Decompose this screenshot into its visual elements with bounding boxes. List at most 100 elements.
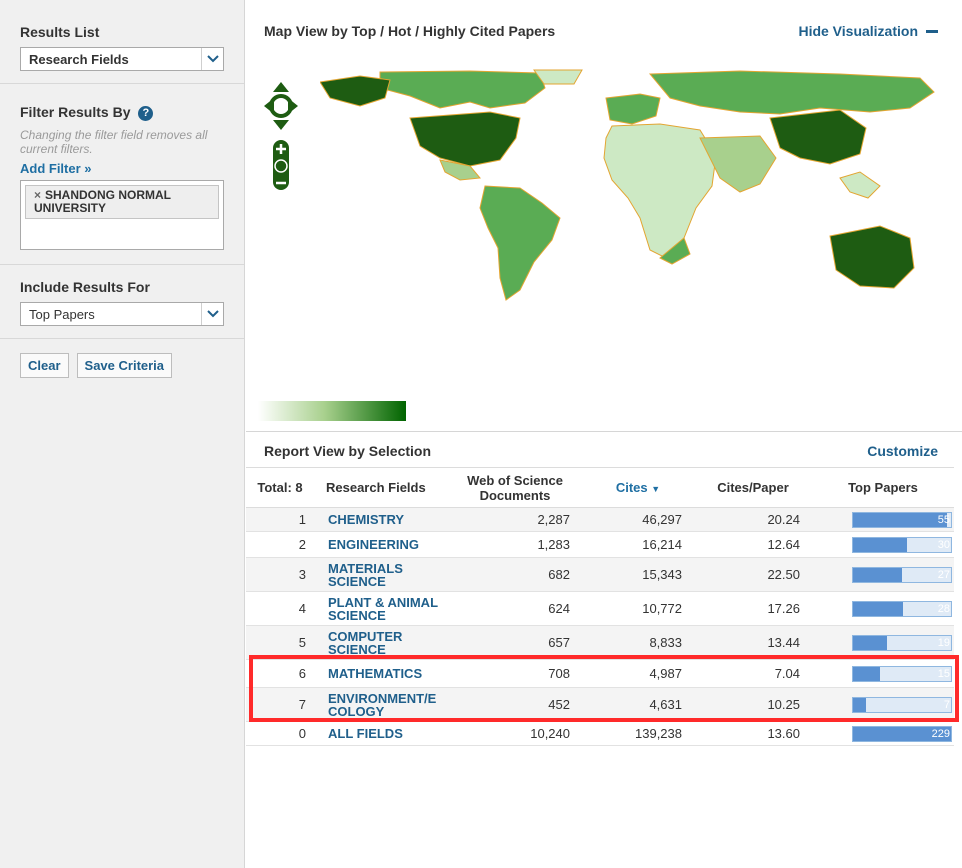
- row-cpp: 22.50: [694, 557, 812, 592]
- row-rank: 1: [246, 507, 314, 532]
- table-row: 6 MATHEMATICS 708 4,987 7.04 15: [246, 659, 954, 688]
- hide-visualization-link[interactable]: Hide Visualization: [798, 23, 938, 39]
- row-top-papers: 229: [812, 721, 954, 746]
- help-icon[interactable]: ?: [138, 105, 154, 121]
- row-cpp: 13.60: [694, 721, 812, 746]
- row-field-link[interactable]: ENVIRONMENT/E COLOGY: [314, 687, 448, 722]
- top-papers-value: 30: [937, 538, 950, 551]
- field-header[interactable]: Research Fields: [314, 467, 448, 508]
- table-header-row: Total: 8 Research Fields Web of Science …: [246, 467, 954, 508]
- row-top-papers: 27: [812, 557, 954, 592]
- table-row: 2 ENGINEERING 1,283 16,214 12.64 30: [246, 531, 954, 558]
- row-rank: 7: [246, 687, 314, 722]
- row-field-link[interactable]: ENGINEERING: [314, 531, 448, 558]
- section-divider: [246, 431, 962, 432]
- top-papers-bar-fill: [853, 726, 951, 741]
- row-field-link[interactable]: ALL FIELDS: [314, 721, 448, 746]
- row-cpp: 10.25: [694, 687, 812, 722]
- top-papers-bar: 19: [852, 634, 952, 651]
- row-docs: 657: [448, 625, 582, 660]
- table-row: 5 COMPUTER SCIENCE 657 8,833 13.44 19: [246, 625, 954, 660]
- include-results-select[interactable]: Top Papers: [20, 301, 224, 326]
- results-list-select[interactable]: Research Fields: [20, 47, 224, 71]
- top-papers-bar: 15: [852, 665, 952, 682]
- table-row: 4 PLANT & ANIMAL SCIENCE 624 10,772 17.2…: [246, 591, 954, 626]
- row-field-link[interactable]: COMPUTER SCIENCE: [314, 625, 448, 660]
- row-docs: 708: [448, 659, 582, 688]
- row-top-papers: 15: [812, 659, 954, 688]
- top-papers-bar-fill: [853, 697, 866, 712]
- remove-filter-icon[interactable]: ×: [34, 187, 42, 202]
- row-cpp: 12.64: [694, 531, 812, 558]
- row-docs: 682: [448, 557, 582, 592]
- table-body: 1 CHEMISTRY 2,287 46,297 20.24 55 2 ENGI…: [246, 507, 954, 746]
- row-cpp: 7.04: [694, 659, 812, 688]
- row-docs: 1,283: [448, 531, 582, 558]
- row-cites: 4,631: [582, 687, 694, 722]
- row-top-papers: 19: [812, 625, 954, 660]
- zoom-in-icon: [276, 144, 286, 154]
- globe-icon: [274, 159, 288, 173]
- add-filter-link[interactable]: Add Filter »: [20, 160, 92, 176]
- top-papers-bar-fill: [853, 512, 948, 527]
- results-list-title: Results List: [20, 24, 100, 40]
- filter-chip-label: SHANDONG NORMAL UNIVERSITY: [34, 187, 171, 215]
- top-papers-value: 19: [937, 636, 950, 649]
- save-criteria-button[interactable]: Save Criteria: [76, 352, 173, 378]
- row-top-papers: 55: [812, 507, 954, 532]
- row-docs: 10,240: [448, 721, 582, 746]
- sidebar: Results List Research Fields Filter Resu…: [0, 0, 245, 868]
- top-papers-value: 229: [931, 727, 950, 740]
- row-docs: 2,287: [448, 507, 582, 532]
- cites-header-label: Cites: [615, 480, 648, 495]
- top-papers-bar-fill: [853, 666, 881, 681]
- row-docs: 452: [448, 687, 582, 722]
- top-papers-bar: 27: [852, 566, 952, 583]
- row-cites: 46,297: [582, 507, 694, 532]
- row-top-papers: 7: [812, 687, 954, 722]
- filter-list: × SHANDONG NORMAL UNIVERSITY: [20, 179, 224, 250]
- row-field-link[interactable]: CHEMISTRY: [314, 507, 448, 532]
- cites-header[interactable]: Cites ▼: [582, 467, 694, 508]
- filter-chip: × SHANDONG NORMAL UNIVERSITY: [25, 184, 219, 219]
- minus-icon: [926, 29, 938, 33]
- row-rank: 2: [246, 531, 314, 558]
- top-papers-header[interactable]: Top Papers: [812, 467, 954, 508]
- filter-hint: Changing the filter field removes all cu…: [20, 127, 208, 156]
- row-cites: 16,214: [582, 531, 694, 558]
- row-field-link[interactable]: MATHEMATICS: [314, 659, 448, 688]
- docs-header[interactable]: Web of Science Documents: [448, 467, 582, 508]
- top-papers-bar: 229: [852, 725, 952, 742]
- button-row: Clear Save Criteria: [0, 339, 244, 392]
- main-panel: Map View by Top / Hot / Highly Cited Pap…: [246, 0, 962, 868]
- cpp-header[interactable]: Cites/Paper: [694, 467, 812, 508]
- filter-title-text: Filter Results By: [20, 104, 131, 120]
- top-papers-value: 7: [943, 698, 950, 711]
- row-field-link[interactable]: PLANT & ANIMAL SCIENCE: [314, 591, 448, 626]
- report-table: Total: 8 Research Fields Web of Science …: [246, 467, 954, 746]
- row-field-link[interactable]: MATERIALS SCIENCE: [314, 557, 448, 592]
- top-papers-bar: 30: [852, 536, 952, 553]
- table-row: 0 ALL FIELDS 10,240 139,238 13.60 229: [246, 721, 954, 746]
- chevron-down-icon: [201, 48, 223, 70]
- top-papers-value: 27: [937, 568, 950, 581]
- row-rank: 3: [246, 557, 314, 592]
- top-papers-bar-fill: [853, 635, 888, 650]
- world-map[interactable]: [320, 68, 936, 308]
- top-papers-bar-fill: [853, 567, 902, 582]
- map-navigation-control[interactable]: [262, 80, 300, 192]
- customize-link[interactable]: Customize: [867, 443, 938, 459]
- row-cites: 8,833: [582, 625, 694, 660]
- top-papers-bar: 7: [852, 696, 952, 713]
- row-rank: 5: [246, 625, 314, 660]
- results-list-section: Results List Research Fields: [0, 0, 244, 84]
- sort-down-icon: ▼: [651, 484, 661, 494]
- row-cpp: 17.26: [694, 591, 812, 626]
- row-cpp: 13.44: [694, 625, 812, 660]
- row-rank: 6: [246, 659, 314, 688]
- hide-visualization-label: Hide Visualization: [798, 23, 918, 39]
- clear-button[interactable]: Clear: [20, 352, 69, 378]
- highlight-box: [249, 655, 959, 722]
- results-list-value: Research Fields: [29, 52, 129, 67]
- top-papers-bar-fill: [853, 537, 907, 552]
